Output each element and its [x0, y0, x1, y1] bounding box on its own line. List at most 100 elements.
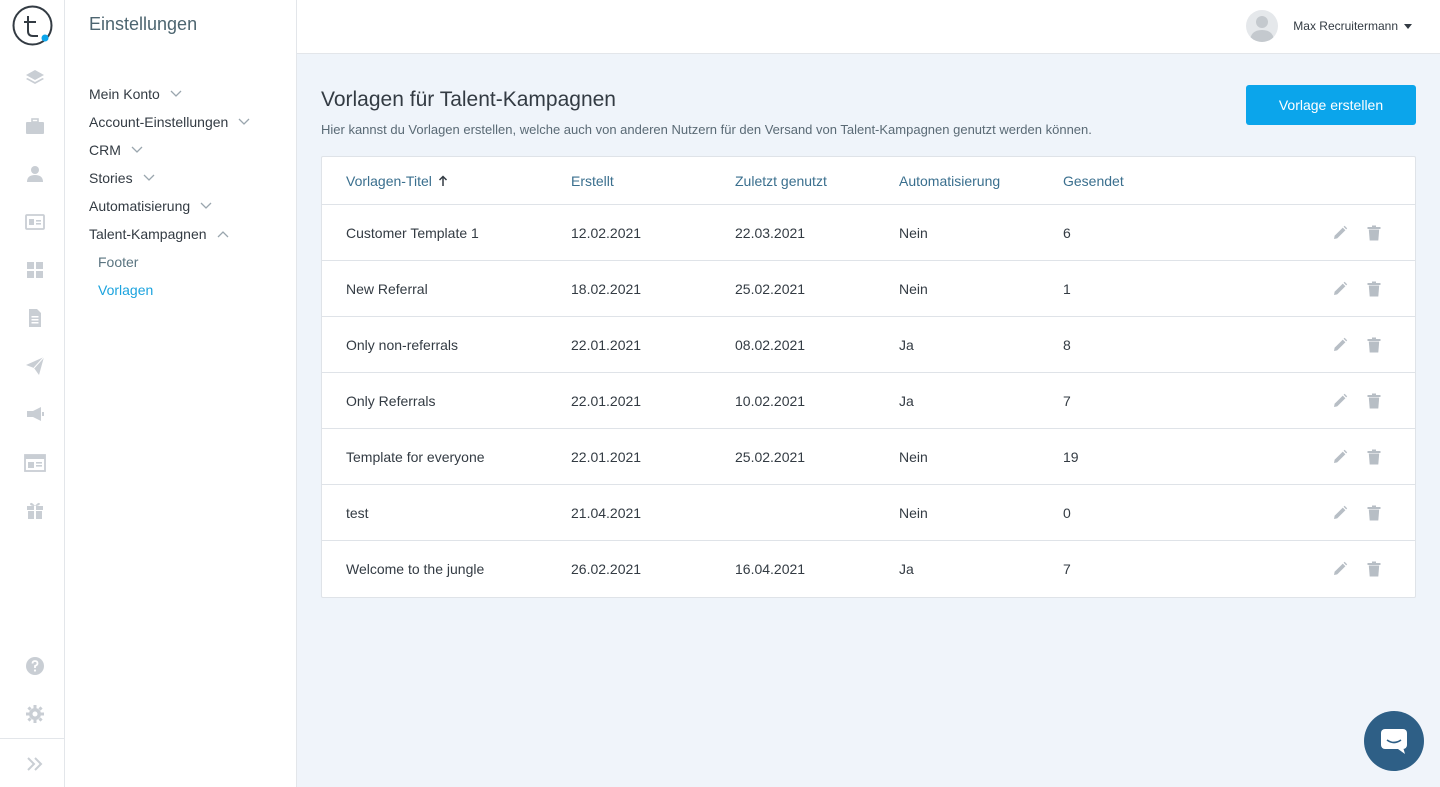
menu-item-account-einstellungen[interactable]: Account-Einstellungen — [89, 108, 289, 136]
cell-last-used: 08.02.2021 — [735, 336, 806, 353]
logo-icon[interactable] — [12, 5, 53, 46]
avatar — [1246, 10, 1279, 42]
edit-pencil-icon[interactable] — [1331, 336, 1349, 354]
menu-item-label: Account-Einstellungen — [89, 114, 229, 130]
menu-item-label: Stories — [89, 170, 133, 186]
cell-created: 18.02.2021 — [571, 280, 642, 297]
user-menu[interactable]: Max Recruitermann — [1246, 9, 1412, 43]
edit-pencil-icon[interactable] — [1331, 560, 1349, 578]
help-icon[interactable] — [23, 654, 47, 678]
column-header-sent[interactable]: Gesendet — [1063, 172, 1124, 189]
megaphone-icon[interactable] — [23, 402, 47, 426]
cell-automation: Ja — [899, 336, 914, 353]
cell-sent: 7 — [1063, 561, 1071, 577]
cell-title: Only non-referrals — [346, 336, 459, 353]
layout-icon[interactable] — [23, 451, 47, 475]
cell-title: Only Referrals — [346, 392, 436, 409]
rail-divider — [0, 738, 64, 739]
table-header: Vorlagen-Titel Erstellt Zuletzt genutzt … — [322, 157, 1415, 205]
cell-created: 26.02.2021 — [571, 561, 642, 577]
delete-trash-icon[interactable] — [1365, 224, 1383, 242]
settings-title: Einstellungen — [89, 14, 198, 34]
cell-created: 22.01.2021 — [571, 448, 642, 465]
chevron-up-icon — [217, 228, 229, 240]
row-actions — [1263, 392, 1415, 410]
cell-last-used: 16.04.2021 — [735, 561, 806, 577]
submenu-item-footer[interactable]: Footer — [98, 254, 139, 270]
delete-trash-icon[interactable] — [1365, 448, 1383, 466]
menu-item-stories[interactable]: Stories — [89, 164, 289, 192]
gift-icon[interactable] — [23, 498, 47, 522]
table-row[interactable]: New Referral 18.02.2021 25.02.2021 Nein 1 — [322, 261, 1415, 317]
cell-title: New Referral — [346, 280, 428, 297]
cell-automation: Nein — [899, 504, 928, 521]
chevron-down-icon — [143, 172, 155, 184]
edit-pencil-icon[interactable] — [1331, 504, 1349, 522]
delete-trash-icon[interactable] — [1365, 504, 1383, 522]
cell-created: 12.02.2021 — [571, 224, 642, 241]
settings-menu: Mein Konto Account-Einstellungen CRM Sto… — [89, 80, 289, 304]
cell-automation: Nein — [899, 448, 928, 465]
delete-trash-icon[interactable] — [1365, 336, 1383, 354]
chat-bubble-button[interactable] — [1364, 711, 1424, 771]
page-subtitle: Hier kannst du Vorlagen erstellen, welch… — [321, 122, 1092, 137]
menu-item-talent-kampagnen[interactable]: Talent-Kampagnen — [89, 220, 289, 248]
document-icon[interactable] — [23, 306, 47, 330]
column-header-last-used[interactable]: Zuletzt genutzt — [735, 172, 827, 189]
cell-sent: 7 — [1063, 392, 1071, 409]
menu-item-mein-konto[interactable]: Mein Konto — [89, 80, 289, 108]
create-template-button[interactable]: Vorlage erstellen — [1246, 85, 1416, 125]
cell-last-used: 22.03.2021 — [735, 224, 806, 241]
edit-pencil-icon[interactable] — [1331, 448, 1349, 466]
table-row[interactable]: test 21.04.2021 Nein 0 — [322, 485, 1415, 541]
table-row[interactable]: Only Referrals 22.01.2021 10.02.2021 Ja 7 — [322, 373, 1415, 429]
column-header-created[interactable]: Erstellt — [571, 172, 614, 189]
edit-pencil-icon[interactable] — [1331, 280, 1349, 298]
cell-sent: 8 — [1063, 336, 1071, 353]
column-header-automation[interactable]: Automatisierung — [899, 172, 1001, 189]
person-icon[interactable] — [23, 162, 47, 186]
menu-item-automatisierung[interactable]: Automatisierung — [89, 192, 289, 220]
settings-panel: Einstellungen Mein Konto Account-Einstel… — [65, 0, 297, 787]
delete-trash-icon[interactable] — [1365, 560, 1383, 578]
cell-title: test — [346, 504, 369, 521]
gear-icon[interactable] — [23, 702, 47, 726]
id-card-icon[interactable] — [23, 210, 47, 234]
caret-down-icon — [1404, 23, 1412, 29]
sort-arrow-up-icon — [438, 174, 448, 187]
menu-item-label: Mein Konto — [89, 86, 160, 102]
icon-rail — [0, 0, 65, 787]
column-header-title[interactable]: Vorlagen-Titel — [322, 173, 571, 189]
submenu-item-vorlagen[interactable]: Vorlagen — [98, 282, 154, 298]
edit-pencil-icon[interactable] — [1331, 392, 1349, 410]
expand-icon[interactable] — [23, 752, 47, 776]
menu-item-label: Talent-Kampagnen — [89, 226, 207, 242]
cell-last-used: 10.02.2021 — [735, 392, 806, 409]
table-row[interactable]: Customer Template 1 12.02.2021 22.03.2021 N… — [322, 205, 1415, 261]
briefcase-icon[interactable] — [23, 114, 47, 138]
cell-sent: 1 — [1063, 280, 1071, 297]
grid-icon[interactable] — [23, 258, 47, 282]
table-row[interactable]: Template for everyone 22.01.2021 25.02.202… — [322, 429, 1415, 485]
cell-created: 22.01.2021 — [571, 336, 642, 353]
paper-plane-icon[interactable] — [23, 354, 47, 378]
table-body: Customer Template 1 12.02.2021 22.03.2021 N… — [322, 205, 1415, 597]
delete-trash-icon[interactable] — [1365, 392, 1383, 410]
table-row[interactable]: Only non-referrals 22.01.2021 08.02.2021 Ja… — [322, 317, 1415, 373]
top-bar: Max Recruitermann — [297, 0, 1440, 54]
layers-icon[interactable] — [23, 66, 47, 90]
cell-title: Welcome to the jungle — [346, 561, 485, 577]
cell-created: 21.04.2021 — [571, 504, 642, 521]
cell-created: 22.01.2021 — [571, 392, 642, 409]
menu-item-crm[interactable]: CRM — [89, 136, 289, 164]
page-title: Vorlagen für Talent-Kampagnen — [321, 88, 616, 111]
cell-automation: Nein — [899, 280, 928, 297]
edit-pencil-icon[interactable] — [1331, 224, 1349, 242]
delete-trash-icon[interactable] — [1365, 280, 1383, 298]
chevron-down-icon — [131, 144, 143, 156]
table-row[interactable]: Welcome to the jungle 26.02.2021 16.04.202… — [322, 541, 1415, 597]
cell-sent: 6 — [1063, 224, 1071, 241]
cell-last-used: 25.02.2021 — [735, 280, 806, 297]
menu-item-label: Automatisierung — [89, 198, 191, 214]
templates-table: Vorlagen-Titel Erstellt Zuletzt genutzt … — [321, 156, 1416, 598]
